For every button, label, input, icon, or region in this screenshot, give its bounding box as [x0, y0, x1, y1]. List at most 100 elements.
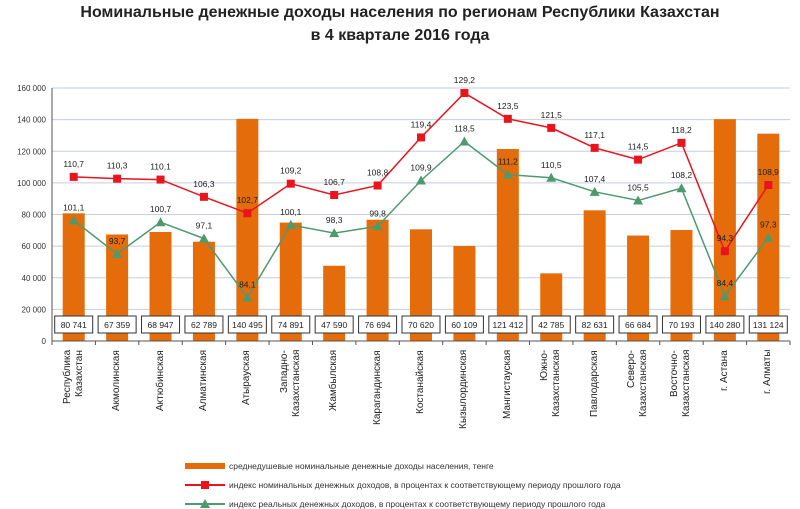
point-data-label: 100,7 [150, 204, 172, 214]
bar-value-label: 42 785 [538, 320, 564, 330]
x-category-label: Западно- Казахстанская [278, 350, 302, 418]
point-data-label: 99,8 [369, 208, 386, 218]
point-triangle-marker [416, 175, 426, 185]
point-triangle-marker [763, 232, 774, 242]
bar-value-label: 68 947 [148, 320, 174, 330]
point-data-label: 106,7 [324, 177, 346, 187]
bar [583, 210, 606, 341]
legend-label: среднедушевые номинальные денежные доход… [229, 461, 494, 471]
bar-value-box [531, 315, 571, 334]
bar-value-box [444, 315, 484, 334]
bar-value-box [705, 315, 745, 334]
bar [279, 222, 302, 341]
x-category-label: г. Астана [718, 350, 730, 391]
bar-value-label: 66 684 [625, 320, 651, 330]
legend-line-square-icon [185, 478, 225, 492]
bar-value-label: 76 694 [365, 320, 391, 330]
bar-value-box [401, 315, 441, 334]
legend-item: среднедушевые номинальные денежные доход… [185, 459, 494, 473]
point-data-label: 121,5 [541, 110, 563, 120]
chart-title: Номинальные денежные доходы населения по… [80, 4, 720, 21]
legend-item: индекс реальных денежных доходов, в проц… [185, 497, 605, 509]
x-category-label: Акмолинская [111, 350, 123, 411]
y-tick-label: 160 000 [17, 84, 46, 93]
point-data-label: 110,5 [541, 160, 562, 170]
bar [627, 235, 650, 341]
point-data-label: 84,1 [239, 279, 256, 289]
y-tick-label: 140 000 [17, 116, 46, 125]
point-data-label: 98,3 [326, 215, 343, 225]
x-category-label: Северо- Казахстанская [626, 350, 650, 418]
point-triangle-marker [372, 221, 383, 231]
x-category-label: Восточно- Казахстанская [669, 350, 693, 418]
point-square-marker [677, 138, 686, 147]
point-data-label: 107,4 [584, 174, 606, 184]
x-category-label: Актюбинская [154, 350, 166, 411]
point-triangle-marker [155, 217, 166, 227]
x-category-label: Павлодарская [588, 350, 600, 417]
point-triangle-marker [68, 215, 79, 225]
point-square-marker [590, 143, 599, 152]
bar [149, 231, 172, 341]
x-category-label: Жамбылская [328, 350, 340, 411]
point-triangle-marker [112, 248, 123, 258]
y-tick-label: 80 000 [22, 211, 47, 220]
point-data-label: 108,9 [758, 167, 780, 177]
x-category-label: Атырауская [241, 350, 253, 405]
point-data-label: 118,2 [671, 125, 692, 135]
y-tick-label: 40 000 [22, 274, 47, 283]
legend-bar-swatch [185, 459, 225, 473]
bar-value-label: 131 124 [753, 320, 784, 330]
point-data-label: 101,1 [63, 202, 85, 212]
point-triangle-marker [546, 172, 557, 182]
point-triangle-marker [719, 291, 730, 301]
point-data-label: 129,2 [454, 75, 476, 85]
point-square-marker [243, 209, 252, 218]
bar [62, 213, 85, 341]
x-category-label: Республика Казахстан [61, 350, 85, 405]
point-triangle-marker [459, 136, 470, 146]
bar-value-label: 70 620 [408, 320, 434, 330]
point-data-label: 102,7 [237, 195, 259, 205]
point-triangle-marker [329, 228, 340, 238]
point-data-label: 100,1 [280, 207, 302, 217]
bar-value-box [358, 315, 398, 334]
point-triangle-marker [589, 186, 600, 196]
point-data-label: 97,1 [196, 221, 213, 231]
point-data-label: 105,5 [627, 182, 649, 192]
point-triangle-marker [285, 219, 296, 229]
point-data-label: 93,7 [109, 236, 126, 246]
bar-value-box [661, 315, 701, 334]
bar-value-box [271, 315, 311, 334]
x-category-label: Костанайская [415, 350, 426, 414]
point-square-marker [286, 179, 295, 188]
point-square-marker [330, 191, 339, 200]
point-square-marker [156, 175, 165, 184]
point-triangle-marker [633, 195, 644, 205]
point-data-label: 110,1 [150, 162, 171, 172]
point-data-label: 118,5 [454, 124, 475, 134]
bar-value-box [184, 315, 224, 334]
point-square-marker [503, 114, 512, 123]
x-category-label: Кызылординская [458, 350, 470, 430]
legend-line-triangle-icon [185, 497, 225, 509]
x-category-label: г. Алматы [762, 350, 774, 395]
bar [496, 149, 519, 341]
legend-label: индекс номинальных денежных доходов, в п… [229, 480, 621, 490]
bar [236, 118, 259, 341]
point-data-label: 110,7 [63, 159, 84, 169]
y-tick-label: 0 [42, 337, 47, 346]
point-data-label: 111,2 [498, 157, 518, 167]
legend-label: индекс реальных денежных доходов, в проц… [229, 499, 606, 509]
x-category-label: Южно- Казахстанская [539, 350, 563, 418]
chart-subtitle: в 4 квартале 2016 года [310, 27, 490, 44]
x-category-label: Алматинская [197, 350, 209, 411]
point-square-marker [199, 192, 208, 201]
bar-value-box [748, 315, 788, 334]
bar-value-label: 60 109 [451, 320, 477, 330]
bar [713, 119, 736, 341]
point-square-marker [113, 174, 122, 183]
bar-value-label: 82 631 [582, 320, 608, 330]
bar [366, 219, 389, 341]
